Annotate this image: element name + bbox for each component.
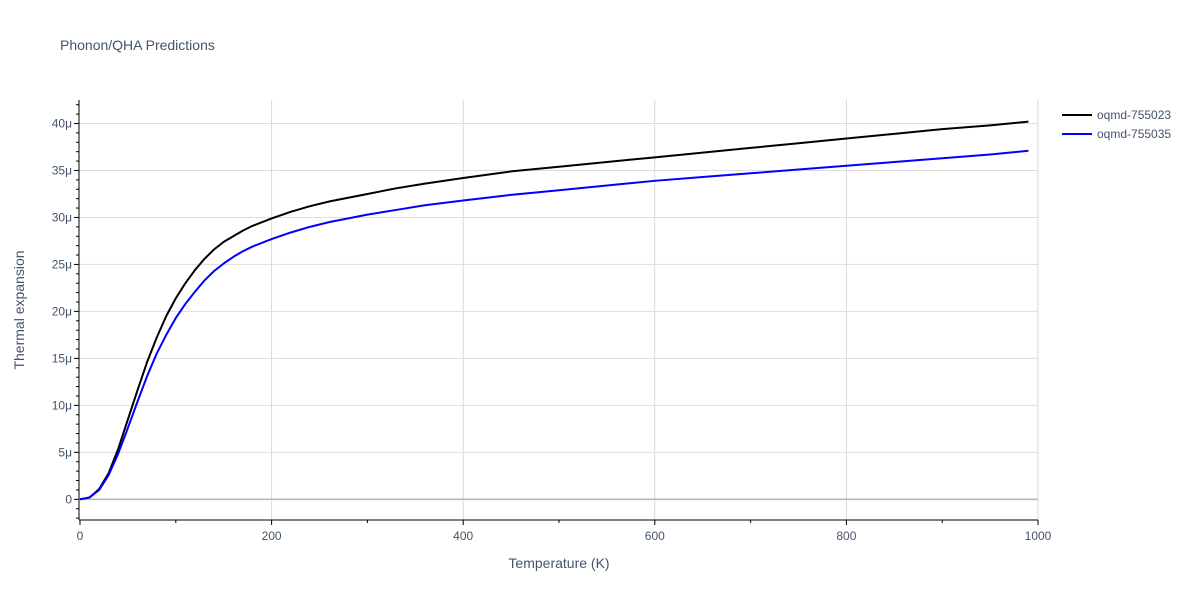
- y-tick-label: 20μ: [52, 304, 72, 318]
- x-tick-label: 600: [645, 529, 665, 543]
- series-line-oqmd-755035: [79, 149, 1029, 501]
- x-tick-label: 1000: [1025, 529, 1052, 543]
- series-group: [79, 120, 1029, 501]
- axes: 0 200 400 600 800 1000 0 5μ 10μ 15μ 20μ 25μ 30μ 35μ 40…: [52, 100, 1052, 543]
- y-tick-label: 40μ: [52, 116, 72, 130]
- y-tick-label: 25μ: [52, 257, 72, 271]
- x-tick-label: 800: [836, 529, 856, 543]
- legend-label: oqmd-755035: [1097, 127, 1171, 141]
- grid: [80, 100, 1039, 520]
- y-tick-label: 15μ: [52, 351, 72, 365]
- legend-item-oqmd-755035[interactable]: oqmd-755035: [1062, 127, 1171, 141]
- x-axis-title: Temperature (K): [508, 555, 609, 571]
- series-line-oqmd-755023: [79, 120, 1029, 501]
- y-tick-label: 5μ: [58, 445, 72, 459]
- y-tick-label: 35μ: [52, 163, 72, 177]
- y-axis-title: Thermal expansion: [11, 250, 27, 369]
- legend[interactable]: oqmd-755023 oqmd-755035: [1062, 108, 1171, 141]
- x-tick-label: 0: [77, 529, 84, 543]
- y-tick-label: 0: [65, 492, 72, 506]
- y-tick-label: 30μ: [52, 210, 72, 224]
- x-tick-label: 200: [262, 529, 282, 543]
- y-tick-label: 10μ: [52, 398, 72, 412]
- chart-title: Phonon/QHA Predictions: [60, 37, 215, 53]
- legend-label: oqmd-755023: [1097, 108, 1171, 122]
- x-tick-label: 400: [453, 529, 473, 543]
- legend-item-oqmd-755023[interactable]: oqmd-755023: [1062, 108, 1171, 122]
